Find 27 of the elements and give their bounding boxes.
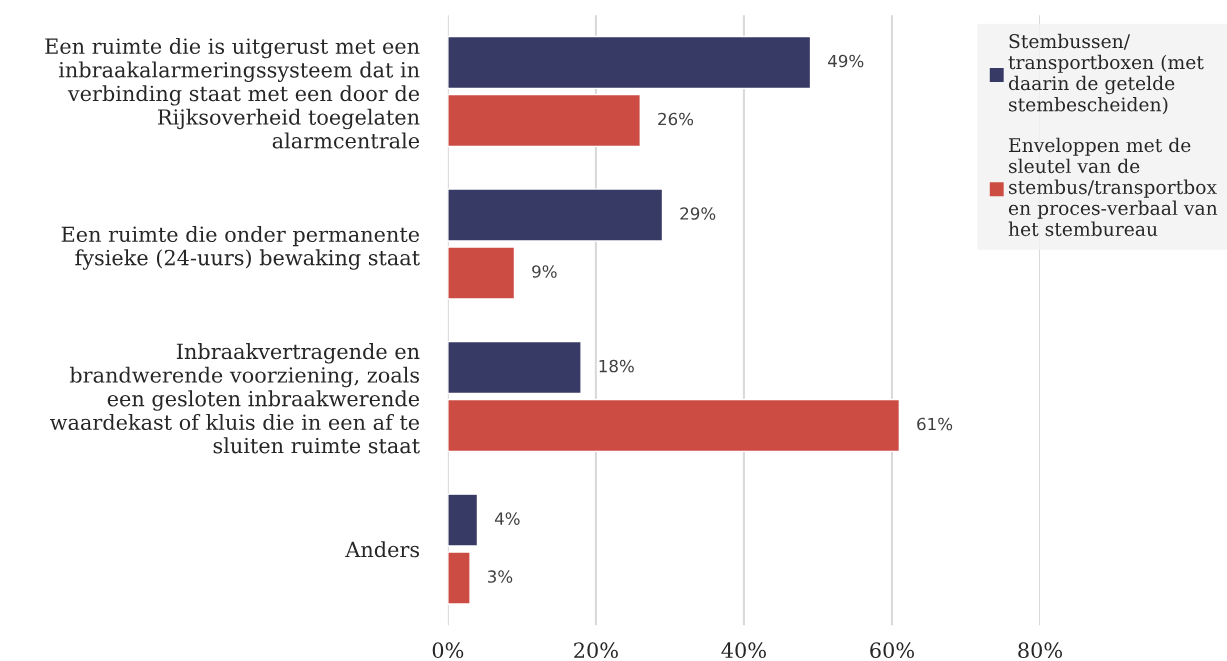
x-tick-label: 60% xyxy=(870,642,914,659)
data-label: 61% xyxy=(917,417,953,431)
data-label: 29% xyxy=(680,207,716,220)
bar xyxy=(447,340,582,395)
y-tick-label: Inbraakvertragende en brandwerende voorziening, zoals een gesloten inbraakwerende waardekast of kluis die in een af te sluiten ruimte staat xyxy=(50,343,420,454)
y-tick-label: Anders xyxy=(345,541,420,558)
data-label: 4% xyxy=(494,512,520,525)
x-tick-label: 0% xyxy=(432,642,464,659)
data-label: 3% xyxy=(488,570,513,583)
bar xyxy=(447,493,479,547)
x-tick-label: 40% xyxy=(721,642,766,659)
x-tick-label: 20% xyxy=(574,642,618,659)
bar xyxy=(447,35,812,90)
bar xyxy=(447,398,901,453)
bar xyxy=(447,188,664,242)
bar xyxy=(447,551,471,605)
bar xyxy=(447,246,516,300)
data-label: 49% xyxy=(828,54,864,68)
bar xyxy=(447,93,641,148)
y-tick-label: Een ruimte die is uitgerust met een inbraakalarmeringssysteem dat in verbinding staat met een door de Rijksoverheid toegelaten alarmcentrale xyxy=(45,37,420,149)
legend-label: Stembussen/ transportboxen (met daarin de getelde stembescheiden) xyxy=(1008,33,1204,115)
legend-label: Enveloppen met de sleutel van de stembus/transportbox en proces-verbaal van het stembureau xyxy=(1008,137,1218,237)
data-label: 9% xyxy=(532,265,557,278)
x-tick-label: 80% xyxy=(1018,642,1063,659)
data-label: 26% xyxy=(658,112,694,126)
data-label: 18% xyxy=(599,359,634,373)
y-tick-label: Een ruimte die onder permanente fysieke (24-uurs) bewaking staat xyxy=(61,226,420,270)
